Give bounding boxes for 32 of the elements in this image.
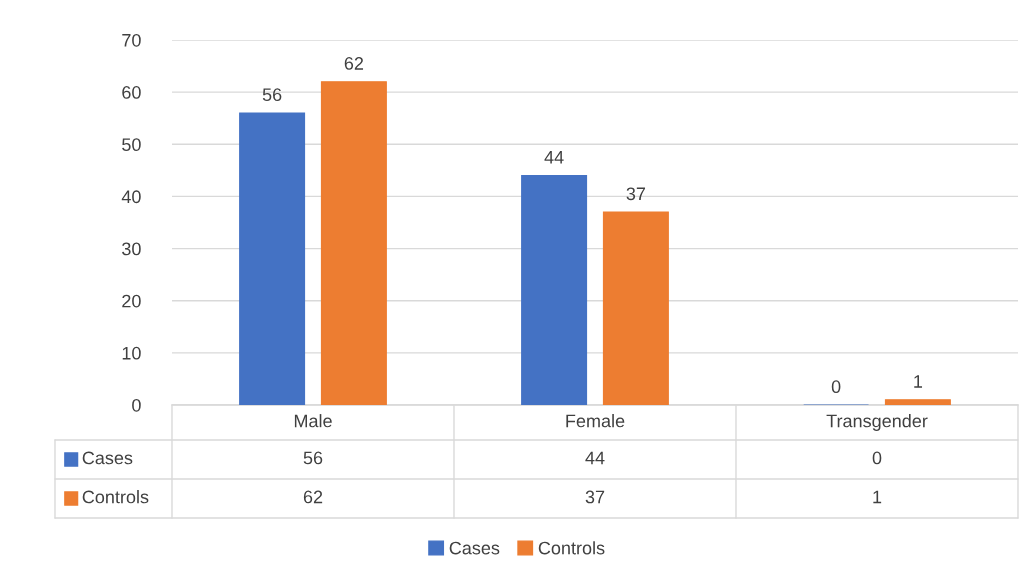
text: Controls — [82, 490, 149, 504]
legend-label: Cases — [82, 451, 133, 465]
data-label: 1 — [914, 375, 923, 388]
y-tick-label: 50 — [122, 138, 141, 152]
bar — [602, 211, 669, 405]
y-tick-label: 70 — [122, 33, 141, 47]
data-label: 44 — [544, 151, 564, 164]
text: Cases — [449, 541, 500, 555]
data-label: 56 — [262, 88, 282, 102]
bar — [239, 112, 306, 405]
y-tick-label: 30 — [122, 242, 141, 256]
y-tick-label: 40 — [121, 190, 141, 204]
text: 1 — [873, 490, 882, 504]
bar — [320, 81, 387, 405]
text: 37 — [585, 490, 605, 504]
text: 56 — [303, 451, 323, 465]
data-label: 37 — [626, 187, 646, 201]
data-label: 0 — [831, 380, 841, 394]
bar — [521, 175, 588, 405]
text: 44 — [585, 451, 605, 465]
x-tick-label: Female — [566, 414, 625, 428]
y-tick-label: 10 — [122, 346, 141, 360]
x-tick-label: Male — [294, 414, 332, 428]
y-tick-label: 20 — [122, 294, 141, 308]
data-label: 62 — [344, 57, 364, 70]
legend-label: Controls — [538, 541, 605, 555]
text: 0 — [872, 451, 882, 465]
x-tick-label: Transgender — [826, 414, 928, 431]
text: 62 — [303, 490, 323, 504]
y-tick-label: 0 — [132, 398, 141, 412]
bar — [884, 399, 951, 405]
y-tick-label: 60 — [122, 86, 141, 99]
